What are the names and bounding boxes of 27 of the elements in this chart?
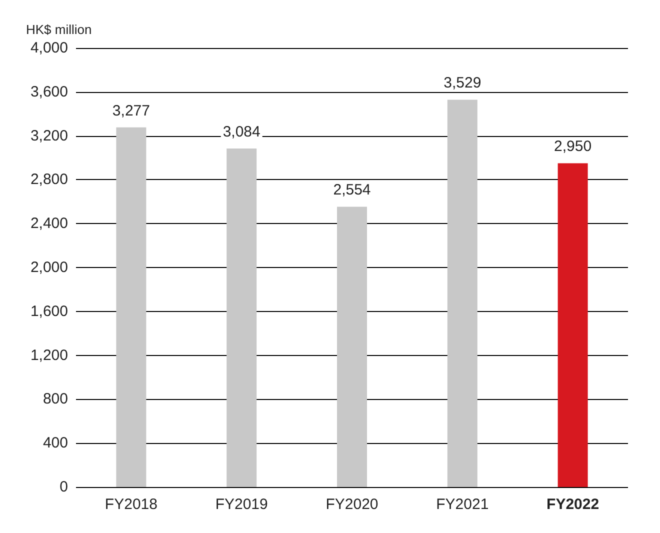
data-label: 3,277 <box>112 102 150 120</box>
x-tick-label: FY2020 <box>326 496 378 513</box>
y-axis-title: HK$ million <box>26 22 92 37</box>
y-tick-label: 0 <box>60 478 68 496</box>
data-label: 2,950 <box>554 138 592 156</box>
x-tick-label: FY2018 <box>104 496 158 513</box>
y-tick-label: 2,000 <box>30 259 68 276</box>
y-tick-label: 3,200 <box>30 127 68 144</box>
bar <box>337 206 367 487</box>
data-label: 3,084 <box>222 124 260 141</box>
bar <box>226 148 257 487</box>
data-label: 2,554 <box>333 182 371 199</box>
y-tick-label: 1,600 <box>30 302 68 320</box>
data-label: 3,529 <box>444 74 482 92</box>
y-tick-label: 800 <box>42 390 68 408</box>
x-tick-label: FY2021 <box>436 496 489 513</box>
x-tick-label: FY2019 <box>215 496 268 513</box>
y-tick-label: 400 <box>42 434 68 452</box>
bar <box>558 163 588 487</box>
x-tick-label: FY2022 <box>546 496 600 513</box>
bar <box>116 127 146 487</box>
y-tick-label: 2,800 <box>30 171 68 188</box>
y-tick-label: 3,600 <box>30 83 68 100</box>
y-tick-label: 1,200 <box>30 346 68 364</box>
bar <box>447 100 478 487</box>
y-tick-label: 2,400 <box>30 215 68 232</box>
y-tick-label: 4,000 <box>30 40 68 56</box>
